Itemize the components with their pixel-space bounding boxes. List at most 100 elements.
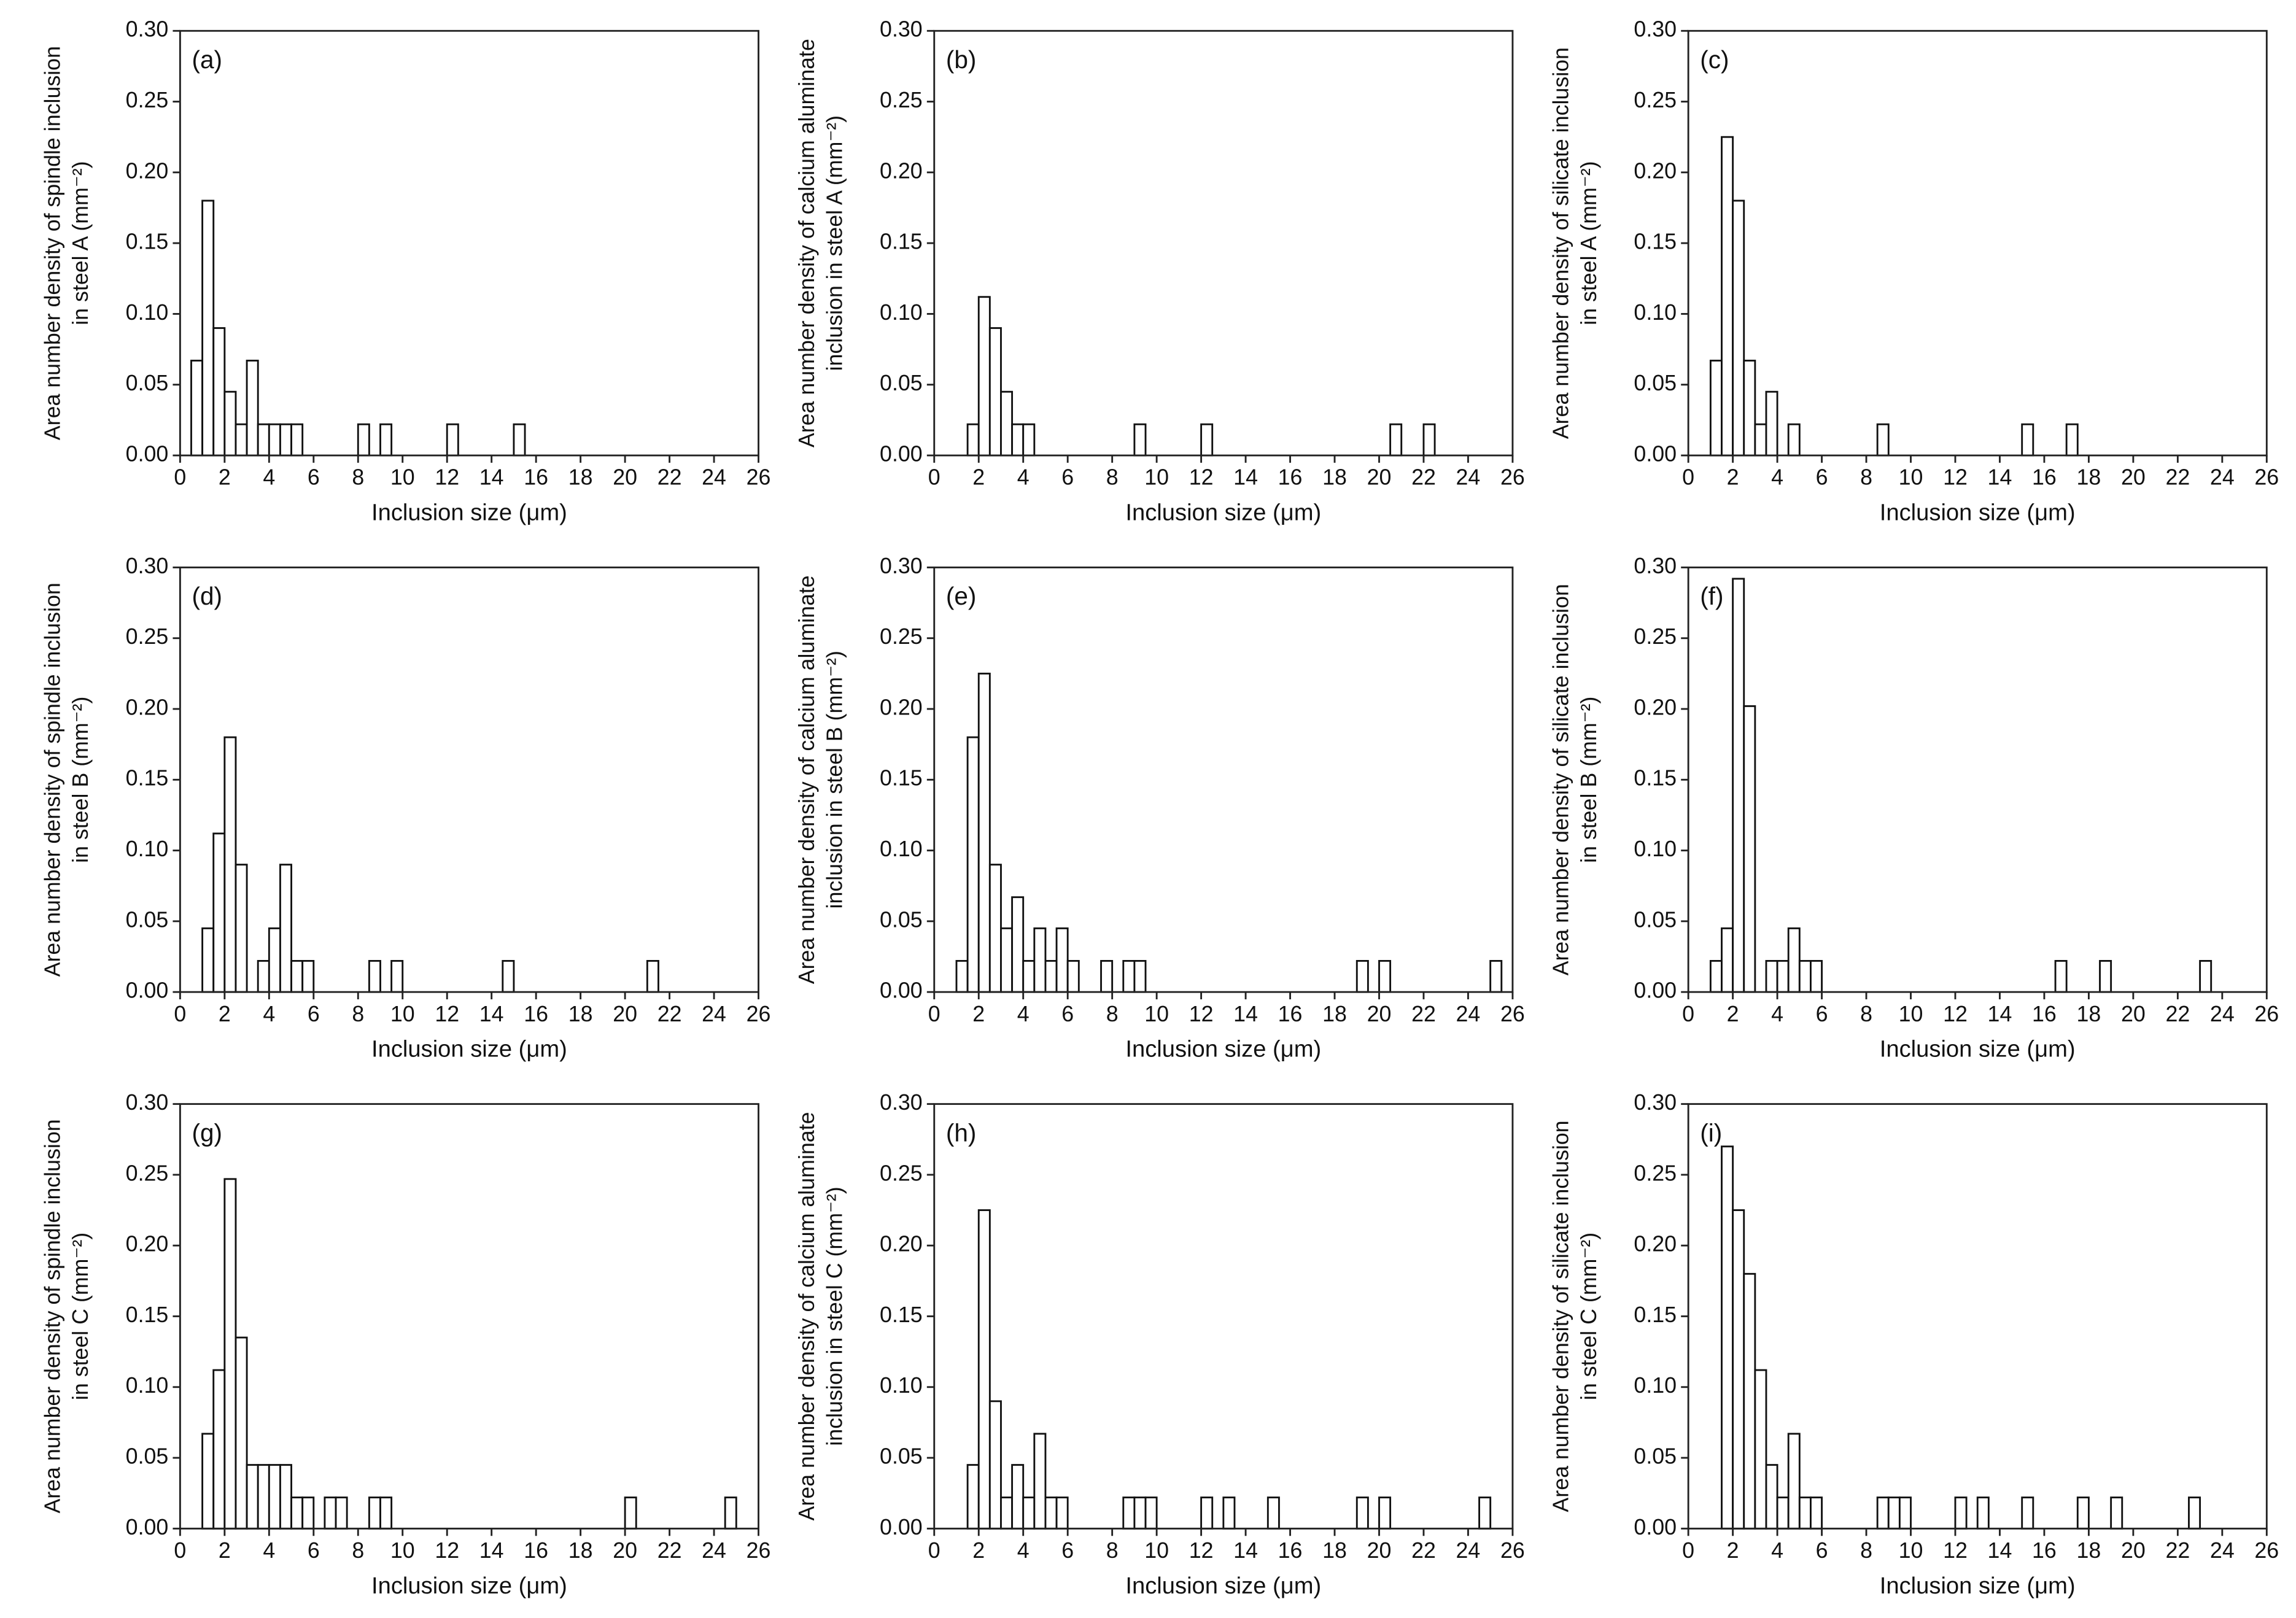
- bar: [1055, 1496, 1069, 1530]
- x-tick-label: 26: [2254, 465, 2279, 490]
- plot-frame: [933, 29, 1514, 457]
- x-tick-label: 10: [1144, 1002, 1169, 1026]
- bar: [1000, 1496, 1014, 1530]
- x-axis-title: Inclusion size (μm): [371, 1036, 567, 1063]
- bar: [977, 1209, 991, 1530]
- y-tick-label: 0.30: [1634, 1090, 1677, 1115]
- bar: [1732, 578, 1745, 993]
- y-tick-label: 0.25: [880, 624, 923, 649]
- y-tick-label: 0.10: [880, 837, 923, 861]
- x-tick-label: 4: [263, 1002, 275, 1026]
- y-tick-label: 0.05: [1634, 1444, 1677, 1468]
- bar: [2065, 423, 2079, 457]
- bar: [246, 360, 259, 457]
- x-axis-title: Inclusion size (μm): [1880, 1036, 2076, 1063]
- bar: [1022, 423, 1036, 457]
- bar: [1721, 136, 1734, 457]
- y-tick-label: 0.30: [880, 1090, 923, 1115]
- y-tick-label: 0.15: [1634, 766, 1677, 791]
- bar: [290, 1496, 304, 1530]
- bar: [1066, 959, 1080, 993]
- x-tick-label: 24: [2210, 465, 2235, 490]
- y-tick-label: 0.15: [880, 1303, 923, 1327]
- y-tick-label: 0.10: [880, 300, 923, 325]
- x-tick-label: 8: [1860, 1538, 1872, 1563]
- y-tick-label: 0.05: [1634, 907, 1677, 932]
- x-tick-label: 20: [1367, 465, 1392, 490]
- bar: [201, 927, 215, 993]
- x-tick-label: 6: [1816, 1538, 1828, 1563]
- x-tick-label: 16: [1278, 1538, 1303, 1563]
- x-tick-label: 4: [1771, 465, 1783, 490]
- bar: [988, 1400, 1002, 1530]
- bar: [257, 1464, 270, 1530]
- x-tick-label: 4: [1017, 1002, 1030, 1026]
- x-axis-title: Inclusion size (μm): [1880, 1573, 2076, 1599]
- bar: [2021, 1496, 2034, 1530]
- y-tick-label: 0.25: [1634, 88, 1677, 112]
- bar: [324, 1496, 337, 1530]
- y-tick-label: 0.20: [880, 1232, 923, 1256]
- y-axis-title: in steel C (mm⁻²): [1577, 1233, 1601, 1400]
- y-axis-title: inclusion in steel A (mm⁻²): [822, 115, 847, 371]
- bar: [212, 1369, 226, 1530]
- x-tick-label: 12: [435, 1538, 459, 1563]
- x-tick-label: 6: [1061, 1002, 1074, 1026]
- x-tick-label: 2: [972, 465, 985, 490]
- bar: [223, 736, 237, 993]
- x-tick-label: 12: [1943, 465, 1968, 490]
- x-tick-label: 8: [1860, 1002, 1872, 1026]
- x-tick-label: 2: [972, 1538, 985, 1563]
- bar: [1765, 1464, 1778, 1530]
- bar: [235, 864, 248, 993]
- x-axis-title: Inclusion size (μm): [1880, 499, 2076, 525]
- x-tick-label: 10: [1144, 1538, 1169, 1563]
- bar: [335, 1496, 348, 1530]
- x-tick-label: 6: [1816, 1002, 1828, 1026]
- bar: [1000, 927, 1014, 993]
- x-tick-label: 22: [1411, 1538, 1436, 1563]
- x-tick-label: 0: [174, 1002, 186, 1026]
- x-tick-label: 10: [1899, 1002, 1923, 1026]
- y-axis-title: Area number density of calcium aluminate: [794, 575, 819, 984]
- x-tick-label: 6: [1061, 1538, 1074, 1563]
- bar: [1378, 959, 1392, 993]
- bar: [301, 959, 315, 993]
- x-tick-label: 24: [1456, 1538, 1481, 1563]
- x-tick-label: 26: [2254, 1002, 2279, 1026]
- bar: [357, 423, 370, 457]
- x-tick-label: 24: [702, 1538, 726, 1563]
- x-tick-label: 14: [479, 1538, 504, 1563]
- y-tick-label: 0.15: [1634, 230, 1677, 254]
- x-tick-label: 0: [928, 465, 941, 490]
- x-axis-title: Inclusion size (μm): [1125, 499, 1321, 525]
- y-axis-title: inclusion in steel C (mm⁻²): [822, 1186, 847, 1446]
- bar: [966, 423, 980, 457]
- y-tick-label: 0.10: [1634, 837, 1677, 861]
- bar: [1033, 1433, 1047, 1530]
- bar: [1478, 1496, 1492, 1530]
- y-tick-label: 0.25: [880, 88, 923, 112]
- bar: [1743, 360, 1756, 457]
- bar: [279, 423, 292, 457]
- x-tick-label: 8: [352, 1538, 364, 1563]
- y-tick-label: 0.05: [1634, 371, 1677, 395]
- x-tick-label: 8: [1106, 465, 1119, 490]
- x-tick-label: 26: [1500, 465, 1525, 490]
- x-tick-label: 24: [702, 1002, 726, 1026]
- bar: [1876, 1496, 1890, 1530]
- x-tick-label: 10: [390, 1538, 415, 1563]
- y-tick-label: 0.10: [126, 1373, 169, 1398]
- bar: [201, 1433, 215, 1530]
- x-tick-label: 26: [747, 1538, 771, 1563]
- bar: [1787, 1433, 1801, 1530]
- bar: [646, 959, 659, 993]
- y-tick-label: 0.25: [126, 88, 169, 112]
- y-tick-label: 0.15: [880, 230, 923, 254]
- plot-frame: [179, 29, 759, 457]
- bar: [257, 959, 270, 993]
- x-tick-label: 18: [1322, 1002, 1347, 1026]
- bar: [1887, 1496, 1901, 1530]
- y-tick-label: 0.25: [880, 1161, 923, 1185]
- y-tick-label: 0.20: [126, 1232, 169, 1256]
